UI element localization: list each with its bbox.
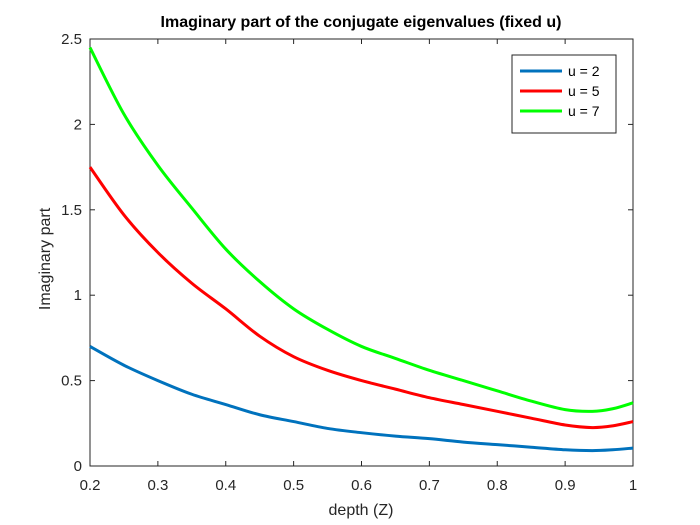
- x-tick-label: 0.6: [351, 477, 372, 494]
- x-tick-label: 0.9: [555, 477, 576, 494]
- x-tick-label: 0.8: [487, 477, 508, 494]
- series-line-3: [88, 46, 634, 413]
- x-tick-label: 1: [629, 477, 637, 494]
- series-line-2: [88, 166, 634, 430]
- x-tick-label: 0.4: [215, 477, 236, 494]
- y-tick-label: 0: [74, 458, 82, 475]
- y-tick-label: 2.5: [61, 31, 82, 48]
- x-tick-label: 0.5: [283, 477, 304, 494]
- y-axis-label: Imaginary part: [37, 207, 54, 310]
- legend-box: [511, 54, 617, 134]
- legend-label-1: u = 2: [568, 63, 600, 79]
- y-tick-label: 2: [74, 116, 82, 133]
- chart-title: Imaginary part of the conjugate eigenval…: [161, 14, 562, 31]
- y-tick-label: 0.5: [61, 373, 82, 390]
- x-tick-label: 0.2: [80, 477, 101, 494]
- x-tick-label: 0.3: [147, 477, 168, 494]
- series-line-1: [89, 345, 634, 453]
- legend-label-2: u = 5: [568, 83, 600, 99]
- y-tick-label: 1: [74, 287, 82, 304]
- x-tick-label: 0.7: [419, 477, 440, 494]
- x-axis-label: depth (Z): [329, 502, 394, 519]
- legend-label-3: u = 7: [568, 103, 600, 119]
- y-tick-label: 1.5: [61, 202, 82, 219]
